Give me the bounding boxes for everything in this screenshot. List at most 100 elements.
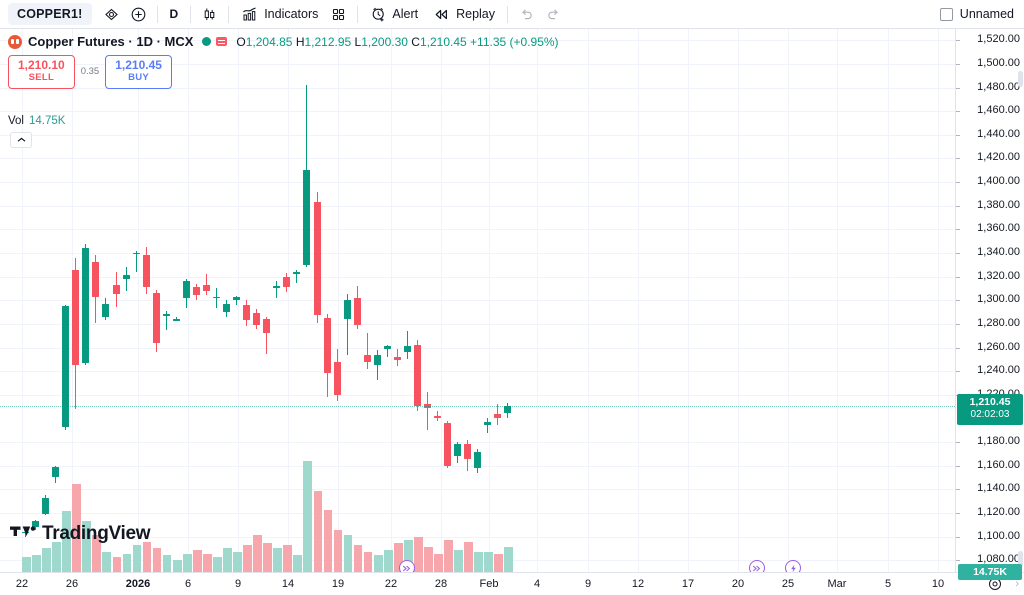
fast-forward-icon[interactable] [749,560,765,572]
chevron-right-icon[interactable]: › [1015,578,1019,590]
grid-line-horizontal [0,158,955,160]
volume-bar [263,543,272,572]
price-axis-tick-mark [956,40,960,42]
candle-body [52,466,60,478]
price-axis-tick: 1,280.00 [977,316,1020,329]
candle-wick [366,333,368,369]
price-axis-tick: 1,120.00 [977,505,1020,518]
price-axis-tick: 1,400.00 [977,175,1020,187]
candle-body [283,276,291,288]
volume-bar [122,553,132,572]
grid-line-vertical [22,29,23,572]
grid-line-horizontal [0,300,955,302]
candle-body [62,306,70,427]
layouts-button[interactable] [325,2,352,26]
add-symbol-button[interactable] [125,2,152,26]
grid-line-vertical [537,29,538,572]
candle-body [92,262,100,297]
symbol-search-button[interactable]: COPPER1! [8,3,92,25]
grid-line-vertical [441,29,442,572]
price-axis[interactable]: 1,520.00 1,500.00 1,480.00 1,460.00 1,440.00… [955,29,1024,580]
volume-bar [293,555,303,572]
redo-button[interactable] [540,2,567,26]
grid-line-vertical [338,29,339,572]
chart-pane[interactable]: Copper Futures · 1D · MCX O1,204.85 H1,2… [0,29,955,572]
grid-line-horizontal [0,87,955,89]
watchlist-eye-button[interactable] [98,2,125,26]
candle-body [42,497,50,515]
volume-bar [434,553,443,572]
redo-arrow-icon [545,6,562,23]
price-axis-tick-mark [956,323,960,325]
candle-wick [135,250,137,272]
time-axis-tick: Mar [827,578,847,590]
volume-bar [162,555,172,572]
volume-bar [494,553,504,572]
candle-body [333,361,341,395]
current-price-badge[interactable]: 1,210.45 02:02:03 [957,394,1023,425]
volume-bar [192,550,202,572]
price-axis-tick-mark [956,205,960,207]
volume-bar [152,548,162,572]
volume-bar [233,551,242,572]
toolbar-divider [228,5,230,23]
layout-name-label: Unnamed [959,7,1014,21]
volume-series [0,29,955,572]
candle-body [243,304,251,321]
candle-body [494,413,502,419]
tradingview-logo-icon [10,522,36,545]
checkbox-unchecked-icon[interactable] [939,7,953,21]
chevron-up-icon [16,131,27,149]
time-axis-tick: 4 [533,578,541,590]
layout-name-area[interactable]: Unnamed [939,7,1016,21]
fast-forward-icon[interactable] [399,560,415,572]
toolbar-divider [156,5,158,23]
price-axis-tick-mark [956,182,960,183]
indicators-button[interactable]: Indicators [234,2,325,26]
time-axis-tick: 22 [15,578,29,590]
candle-wick [266,316,268,355]
price-axis-tick: 1,380.00 [977,198,1020,211]
alert-label: Alert [392,7,419,21]
candlestick-series [0,29,955,572]
grid-line-vertical [238,29,239,572]
candle-body [152,293,160,343]
watermark-text: TradingView [42,522,151,544]
candle-body [373,354,381,366]
candle-wick [276,281,278,298]
candle-body [172,319,180,321]
price-axis-scroll-nub[interactable] [1018,71,1023,87]
price-axis-tick-mark [956,229,960,231]
volume-bar [32,555,41,572]
grid-line-vertical [188,29,189,572]
volume-bar [82,521,92,572]
price-axis-tick: 1,420.00 [977,151,1020,164]
chart-style-button[interactable] [196,2,223,26]
candle-wick [427,392,428,431]
candle-body [363,354,371,362]
time-axis[interactable]: 22 26 2026 6 9 14 19 22 28 Feb 4 9 12 17 20 25 Mar 5 10 › [0,572,1024,595]
candle-body [223,303,230,312]
lightning-icon[interactable] [785,560,801,572]
undo-button[interactable] [513,2,540,26]
volume-bar [102,551,112,572]
collapse-pane-button[interactable] [10,132,32,148]
candle-body [102,303,110,317]
candle-body [182,281,190,298]
volume-bar [424,546,433,572]
replay-button[interactable]: Replay [425,2,502,26]
interval-button[interactable]: D [163,2,186,26]
volume-badge[interactable]: 14.75K [958,564,1022,580]
replay-rewind-icon [432,6,451,23]
volume-bar [202,553,212,572]
candle-body [122,275,130,279]
price-axis-scroll-nub[interactable] [1018,551,1023,567]
volume-bar [42,548,51,572]
price-axis-tick: 1,260.00 [977,340,1020,353]
price-axis-tick-mark [956,489,960,491]
time-axis-tick: 12 [631,578,645,590]
volume-bar [474,551,484,572]
alert-button[interactable]: Alert [363,2,425,26]
candle-body [343,300,351,320]
